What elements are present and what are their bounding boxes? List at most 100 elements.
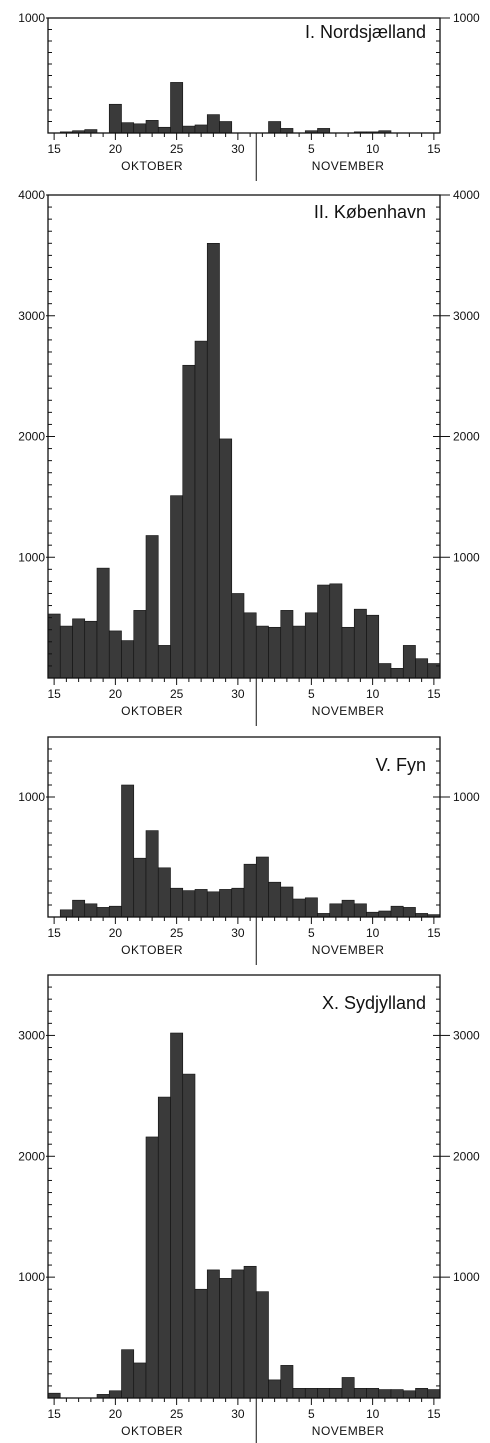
x-tick-label: 30	[231, 142, 245, 156]
panel-title: X. Sydjylland	[322, 993, 426, 1013]
month-label-oktober: OKTOBER	[121, 704, 183, 718]
x-tick-label: 20	[109, 926, 123, 940]
x-tick-label: 20	[109, 687, 123, 701]
bar	[121, 784, 135, 918]
x-tick-label: 5	[308, 687, 315, 701]
y-tick-label-left: 1000	[18, 11, 45, 25]
bar	[415, 658, 429, 679]
y-tick-label-left: 3000	[18, 309, 45, 323]
bar	[145, 1136, 159, 1399]
bar	[59, 625, 73, 679]
bar	[133, 857, 147, 918]
bar	[402, 645, 416, 679]
bar	[206, 1269, 220, 1399]
x-tick-label: 5	[308, 1407, 315, 1421]
bar	[47, 613, 61, 679]
bar	[268, 881, 282, 918]
bar	[231, 593, 245, 679]
bar	[427, 1389, 441, 1399]
x-tick-label: 10	[366, 142, 380, 156]
bar	[96, 907, 110, 918]
y-tick-label-right: 2000	[453, 430, 480, 444]
bar	[219, 1278, 233, 1399]
bar	[402, 907, 416, 918]
bar	[292, 898, 306, 918]
bar	[206, 114, 220, 134]
bar	[84, 903, 98, 918]
x-tick-label: 25	[170, 687, 184, 701]
panel-title: I. Nordsjælland	[305, 22, 426, 42]
bar	[72, 618, 86, 679]
bar	[255, 625, 269, 679]
bar	[157, 645, 171, 679]
bar	[390, 1389, 404, 1399]
y-tick-label-left: 1000	[18, 550, 45, 564]
bar	[329, 1388, 343, 1399]
bar	[72, 899, 86, 918]
bar	[317, 128, 331, 134]
bar	[231, 1269, 245, 1399]
month-label-november: NOVEMBER	[312, 159, 385, 173]
bar	[366, 614, 380, 679]
bar	[353, 1388, 367, 1399]
bar	[108, 905, 122, 918]
bar	[133, 610, 147, 679]
x-tick-label: 5	[308, 142, 315, 156]
bar	[280, 610, 294, 679]
y-tick-label-left: 1000	[18, 790, 45, 804]
y-tick-label-right: 1000	[453, 1270, 480, 1284]
bar	[329, 583, 343, 679]
bar	[378, 1389, 392, 1399]
bar	[402, 1390, 416, 1399]
bar	[390, 905, 404, 918]
bar	[145, 535, 159, 679]
bar	[170, 495, 184, 679]
bar	[145, 120, 159, 134]
bar	[353, 608, 367, 679]
panel-title: II. København	[314, 202, 426, 222]
bar	[170, 82, 184, 134]
bar	[341, 899, 355, 918]
bar	[157, 1096, 171, 1399]
y-tick-label-right: 2000	[453, 1149, 480, 1163]
bar	[170, 1032, 184, 1399]
x-tick-label: 10	[366, 926, 380, 940]
bar	[121, 1349, 135, 1399]
bar	[366, 911, 380, 918]
bar	[182, 1073, 196, 1399]
x-tick-label: 15	[47, 1407, 61, 1421]
bar	[304, 897, 318, 918]
bar	[341, 626, 355, 679]
y-tick-label-right: 1000	[453, 790, 480, 804]
bar	[59, 909, 73, 918]
month-label-november: NOVEMBER	[312, 943, 385, 957]
y-tick-label-right: 1000	[453, 550, 480, 564]
bar	[157, 867, 171, 918]
bar	[255, 1291, 269, 1399]
bar	[170, 887, 184, 918]
x-tick-label: 15	[427, 142, 441, 156]
x-tick-label: 25	[170, 1407, 184, 1421]
bar	[96, 567, 110, 679]
month-label-november: NOVEMBER	[312, 704, 385, 718]
bar	[268, 1379, 282, 1399]
bar	[194, 1288, 208, 1399]
bar	[121, 122, 135, 134]
y-tick-label-right: 4000	[453, 188, 480, 202]
bar	[206, 243, 220, 679]
bar	[47, 1392, 61, 1399]
x-tick-label: 30	[231, 926, 245, 940]
panel-2: 1000 1000 2000 2000 3000 3000 4000 4000 15 20 25 30…	[18, 188, 480, 726]
bar	[317, 584, 331, 679]
x-tick-label: 25	[170, 142, 184, 156]
bar	[243, 612, 257, 679]
bar	[108, 1390, 122, 1399]
bar	[206, 891, 220, 918]
x-tick-label: 15	[427, 1407, 441, 1421]
x-tick-label: 15	[427, 926, 441, 940]
y-tick-label-right: 3000	[453, 309, 480, 323]
x-tick-label: 15	[47, 687, 61, 701]
bar	[219, 121, 233, 134]
bar	[268, 121, 282, 134]
bar	[292, 625, 306, 679]
